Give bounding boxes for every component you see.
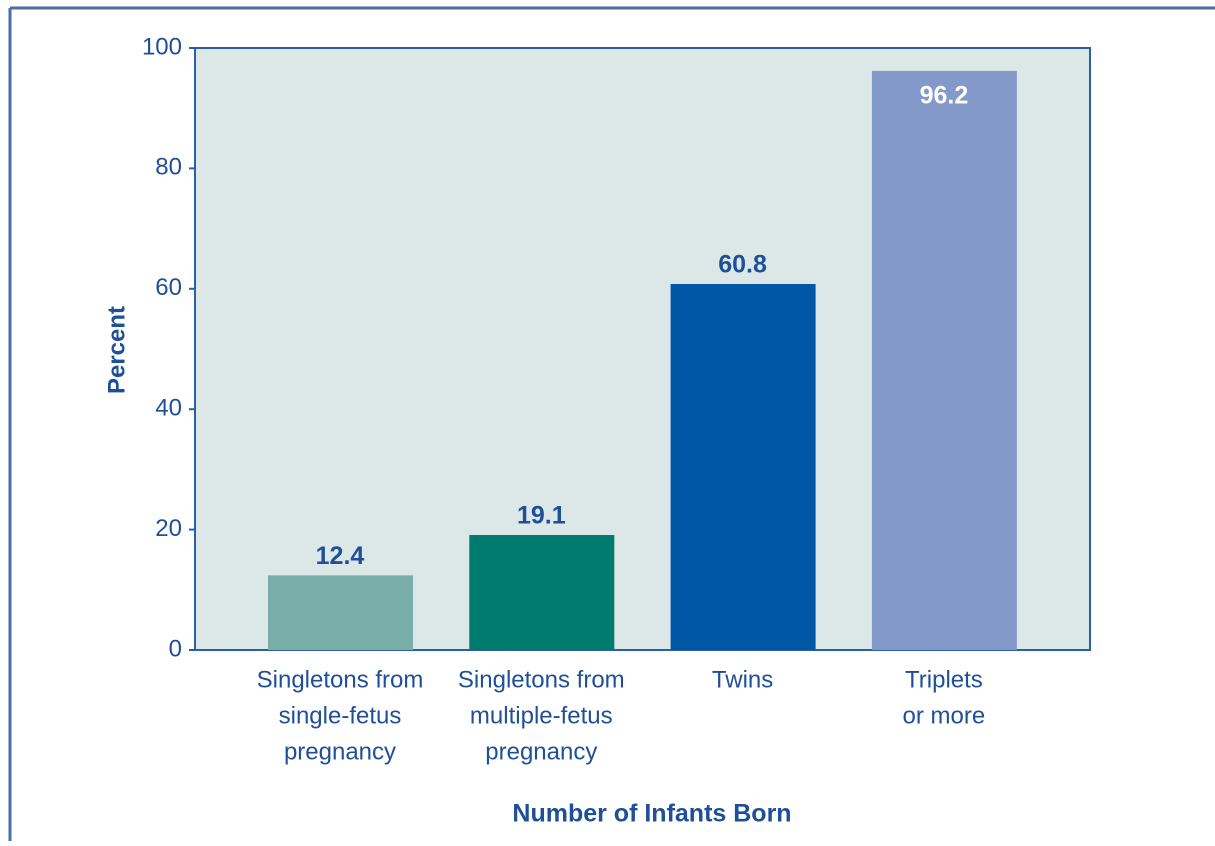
x-tick-label: or more <box>903 702 986 729</box>
value-label: 60.8 <box>718 251 767 279</box>
x-tick-label: multiple-fetus <box>470 702 613 729</box>
bar <box>670 283 816 650</box>
x-tick-label: Singletons from <box>257 666 424 693</box>
x-tick-label: pregnancy <box>284 738 396 765</box>
y-tick-label: 0 <box>169 635 182 662</box>
x-tick-label: Twins <box>712 666 773 693</box>
y-tick-label: 60 <box>155 274 182 301</box>
bar <box>268 575 413 650</box>
x-tick-label: Singletons from <box>458 666 625 693</box>
x-axis-title: Number of Infants Born <box>512 800 791 828</box>
y-tick-label: 80 <box>155 154 182 181</box>
value-label: 19.1 <box>517 502 566 530</box>
y-tick-label: 40 <box>155 395 182 422</box>
x-tick-label: Triplets <box>905 666 983 693</box>
bar <box>469 535 615 650</box>
x-tick-label: single-fetus <box>279 702 402 729</box>
value-label: 96.2 <box>920 81 969 109</box>
x-tick-label: pregnancy <box>485 738 597 765</box>
value-label: 12.4 <box>316 542 365 570</box>
y-axis-title: Percent <box>103 306 130 394</box>
y-tick-label: 20 <box>155 515 182 542</box>
bar <box>871 70 1017 651</box>
y-tick-label: 100 <box>142 33 182 60</box>
